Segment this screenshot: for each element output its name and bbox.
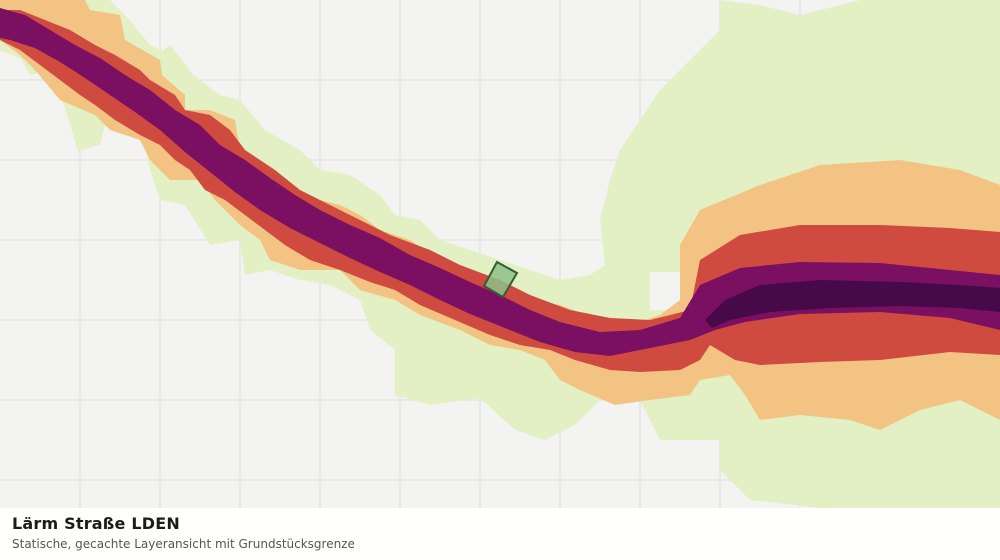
legend-title: Lärm Straße LDEN: [12, 514, 180, 533]
noise-band-darkest: [705, 280, 1000, 328]
parcel-polygon[interactable]: [482, 260, 519, 299]
noise-band-purple: [0, 8, 1000, 356]
map-legend-caption: Lärm Straße LDEN Statische, gecachte Lay…: [0, 508, 1000, 560]
legend-subtitle: Statische, gecachte Layeransicht mit Gru…: [12, 537, 355, 551]
